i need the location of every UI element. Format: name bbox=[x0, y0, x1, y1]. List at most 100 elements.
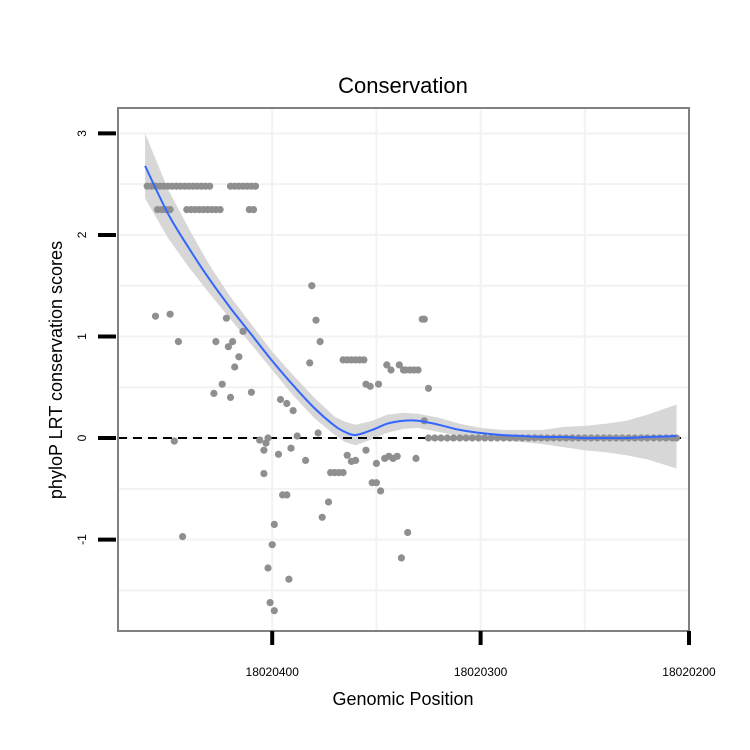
data-point bbox=[266, 599, 274, 607]
data-point bbox=[283, 491, 291, 499]
data-point bbox=[285, 575, 293, 583]
data-point bbox=[226, 393, 235, 401]
data-point bbox=[650, 434, 658, 442]
data-point bbox=[360, 356, 368, 364]
data-point bbox=[287, 444, 295, 452]
data-point bbox=[179, 533, 187, 541]
x-tick-label: 18020200 bbox=[662, 665, 716, 679]
data-point bbox=[249, 206, 258, 214]
y-axis-label: phyloP LRT conservation scores bbox=[46, 241, 66, 499]
data-point bbox=[264, 564, 272, 572]
y-tick-label: 0 bbox=[75, 434, 89, 441]
data-point bbox=[224, 343, 232, 351]
data-point bbox=[456, 434, 464, 442]
data-point bbox=[318, 513, 326, 521]
data-point bbox=[387, 366, 395, 374]
data-point bbox=[239, 327, 247, 335]
data-point bbox=[218, 380, 226, 388]
data-point bbox=[404, 528, 412, 537]
data-point bbox=[487, 434, 495, 442]
data-point bbox=[481, 434, 489, 442]
data-point bbox=[251, 182, 260, 190]
data-point bbox=[264, 434, 272, 442]
data-point bbox=[324, 498, 333, 506]
data-point bbox=[343, 451, 351, 459]
data-point bbox=[216, 206, 224, 214]
data-point bbox=[468, 434, 476, 442]
y-tick-label: 1 bbox=[75, 333, 89, 340]
data-point bbox=[283, 399, 291, 408]
data-point bbox=[170, 437, 178, 445]
data-point bbox=[431, 434, 439, 442]
data-point bbox=[229, 338, 237, 346]
data-point bbox=[372, 479, 380, 487]
data-point bbox=[374, 380, 383, 388]
chart-title: Conservation bbox=[338, 73, 468, 98]
smooth-curve bbox=[144, 165, 677, 440]
data-point bbox=[412, 454, 420, 462]
data-point bbox=[166, 206, 174, 214]
data-point bbox=[372, 459, 380, 467]
data-point bbox=[293, 432, 301, 440]
data-point bbox=[270, 607, 278, 615]
x-tick-label: 18020300 bbox=[454, 665, 508, 679]
panel-border bbox=[117, 107, 690, 632]
data-point bbox=[306, 359, 314, 367]
data-point bbox=[260, 470, 268, 478]
data-point bbox=[437, 434, 445, 442]
data-point bbox=[531, 434, 539, 442]
data-point bbox=[206, 182, 214, 190]
data-point bbox=[210, 389, 218, 397]
data-point bbox=[166, 310, 174, 318]
data-point bbox=[314, 429, 322, 437]
data-point bbox=[308, 282, 316, 290]
data-point bbox=[556, 434, 564, 442]
data-point bbox=[393, 452, 401, 460]
data-point bbox=[212, 338, 220, 346]
data-point bbox=[268, 541, 276, 549]
data-point bbox=[377, 487, 385, 495]
data-point bbox=[274, 450, 283, 458]
data-points bbox=[143, 182, 681, 615]
data-point bbox=[352, 456, 360, 464]
y-tick-label: 2 bbox=[75, 231, 89, 238]
data-point bbox=[222, 314, 230, 322]
data-point bbox=[443, 434, 451, 442]
data-point bbox=[289, 407, 297, 415]
y-axis-ticks: -1 0 1 2 3 bbox=[75, 130, 116, 545]
data-point bbox=[656, 434, 664, 442]
data-point bbox=[235, 353, 243, 361]
data-point bbox=[424, 434, 433, 442]
data-point bbox=[151, 312, 160, 320]
y-tick-label: 3 bbox=[75, 130, 89, 137]
y-tick-label: -1 bbox=[75, 534, 89, 545]
data-point bbox=[174, 338, 182, 346]
data-point bbox=[449, 434, 458, 442]
data-point bbox=[316, 338, 324, 346]
data-point bbox=[474, 434, 483, 442]
x-tick-label: 18020400 bbox=[246, 665, 300, 679]
data-point bbox=[414, 366, 422, 374]
data-point bbox=[362, 446, 370, 454]
data-point bbox=[383, 361, 391, 369]
data-point bbox=[302, 456, 310, 464]
data-point bbox=[395, 361, 403, 369]
data-point bbox=[276, 395, 285, 404]
data-point bbox=[247, 388, 255, 396]
x-axis-label: Genomic Position bbox=[332, 689, 473, 709]
data-point bbox=[312, 316, 320, 324]
data-point bbox=[493, 434, 501, 442]
data-point bbox=[339, 469, 347, 477]
data-point bbox=[462, 434, 470, 442]
data-point bbox=[420, 315, 428, 323]
data-point bbox=[366, 382, 374, 390]
x-axis-ticks: 18020400 18020300 18020200 bbox=[246, 631, 716, 679]
data-point bbox=[231, 363, 239, 371]
data-point bbox=[256, 436, 264, 444]
data-point bbox=[424, 384, 433, 392]
data-point bbox=[397, 554, 405, 562]
smooth-curve-group bbox=[144, 165, 677, 440]
data-point bbox=[270, 520, 278, 529]
data-point bbox=[260, 446, 268, 454]
